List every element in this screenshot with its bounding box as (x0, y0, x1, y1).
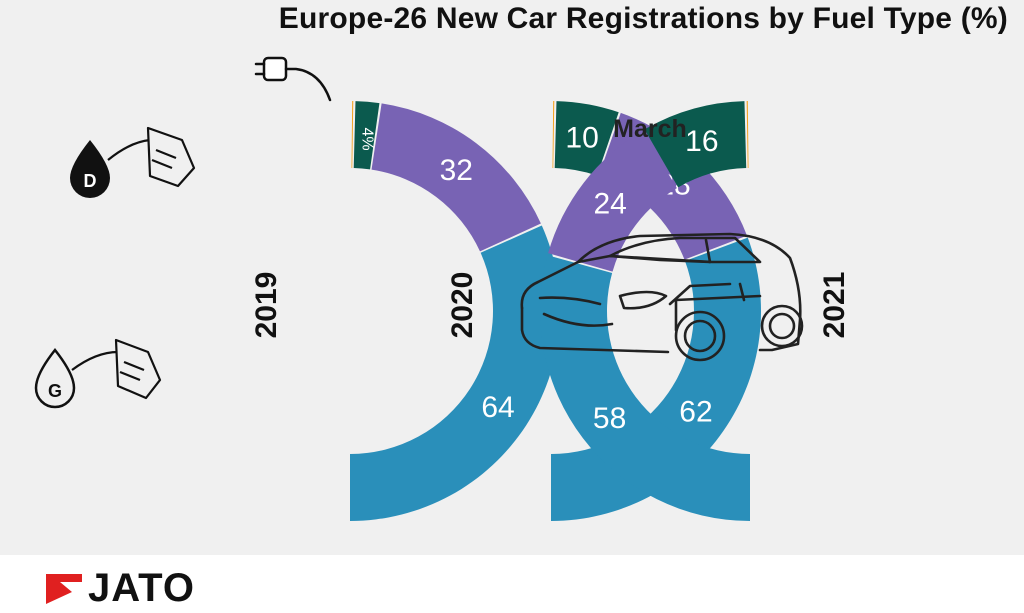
data-label-2019-electrified: 4% (359, 128, 376, 151)
segment-2019-diesel (371, 103, 541, 252)
data-label-2020-petrol: 62 (679, 396, 712, 429)
jato-logo-mark (46, 574, 82, 604)
segment-2019-electrified (353, 101, 380, 170)
year-label-2020: 2020 (446, 272, 479, 339)
segment-2019-petrol (350, 225, 561, 521)
segment-2021-diesel (548, 130, 677, 272)
plug-icon (254, 56, 332, 102)
data-label-2021-petrol: 58 (593, 402, 626, 435)
segment-2020-other (552, 101, 555, 169)
year-label-2021: 2021 (818, 272, 851, 339)
data-label-2021-diesel: 24 (594, 187, 627, 220)
segment-2020-electrified (554, 101, 619, 176)
footer (0, 555, 1024, 613)
segment-2021-petrol (540, 255, 750, 521)
segment-2021-other (746, 101, 749, 169)
data-label-2019-petrol: 64 (481, 391, 514, 424)
svg-text:G: G (48, 381, 62, 401)
data-label-2020-electrified: 10 (565, 121, 598, 154)
data-label-2019-diesel: 32 (440, 154, 473, 187)
data-label-2021-electrified: 16 (685, 125, 718, 158)
diesel-pump-icon: D (70, 126, 196, 198)
svg-text:D: D (84, 171, 97, 191)
car-icon (520, 232, 804, 362)
brand-logo-text: JATO (88, 566, 195, 610)
year-label-2019: 2019 (250, 272, 283, 339)
petrol-pump-icon: G (34, 338, 162, 409)
segment-2019-other (351, 101, 354, 169)
segment-2021-electrified (644, 101, 747, 188)
period-label: March (613, 115, 687, 143)
chart-title: Europe-26 New Car Registrations by Fuel … (278, 2, 1008, 35)
